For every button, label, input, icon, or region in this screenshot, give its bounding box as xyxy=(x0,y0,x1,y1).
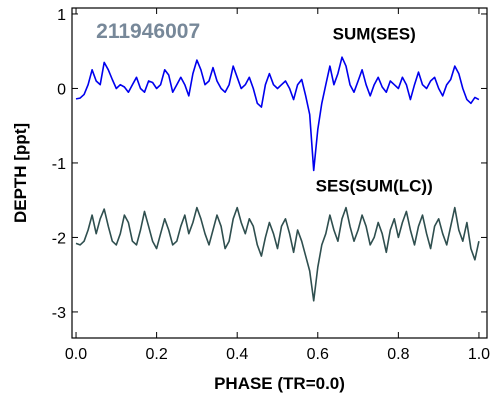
plot-frame xyxy=(71,7,488,339)
series-layer xyxy=(75,56,480,302)
ticks-layer: 0.0 0.2 0.4 0.6 0.8 1.0 1 0 -1 -2 -3 xyxy=(52,7,490,363)
x-tick-label: 0.2 xyxy=(145,346,167,363)
x-tick-label: 0.6 xyxy=(307,346,329,363)
y-tick-label: -2 xyxy=(52,230,66,247)
x-tick-label: 0.8 xyxy=(387,346,409,363)
series-line-1 xyxy=(75,56,480,172)
y-axis-title: DEPTH [ppt] xyxy=(11,123,30,223)
series-line-2 xyxy=(75,206,480,302)
annotation-layer: 211946007 SUM(SES) SES(SUM(LC)) xyxy=(96,20,433,195)
y-tick-label: 1 xyxy=(57,7,66,24)
x-tick-label: 0.4 xyxy=(226,346,248,363)
annotation-3: SES(SUM(LC)) xyxy=(316,176,433,195)
x-tick-label: 1.0 xyxy=(468,346,490,363)
annotation-1: 211946007 xyxy=(96,20,200,43)
y-tick-label: -3 xyxy=(52,305,66,322)
x-tick-label: 0.0 xyxy=(65,346,87,363)
y-tick-label: -1 xyxy=(52,156,66,173)
x-axis-title: PHASE (TR=0.0) xyxy=(214,374,345,393)
annotation-2: SUM(SES) xyxy=(333,24,416,43)
y-tick-label: 0 xyxy=(57,81,66,98)
